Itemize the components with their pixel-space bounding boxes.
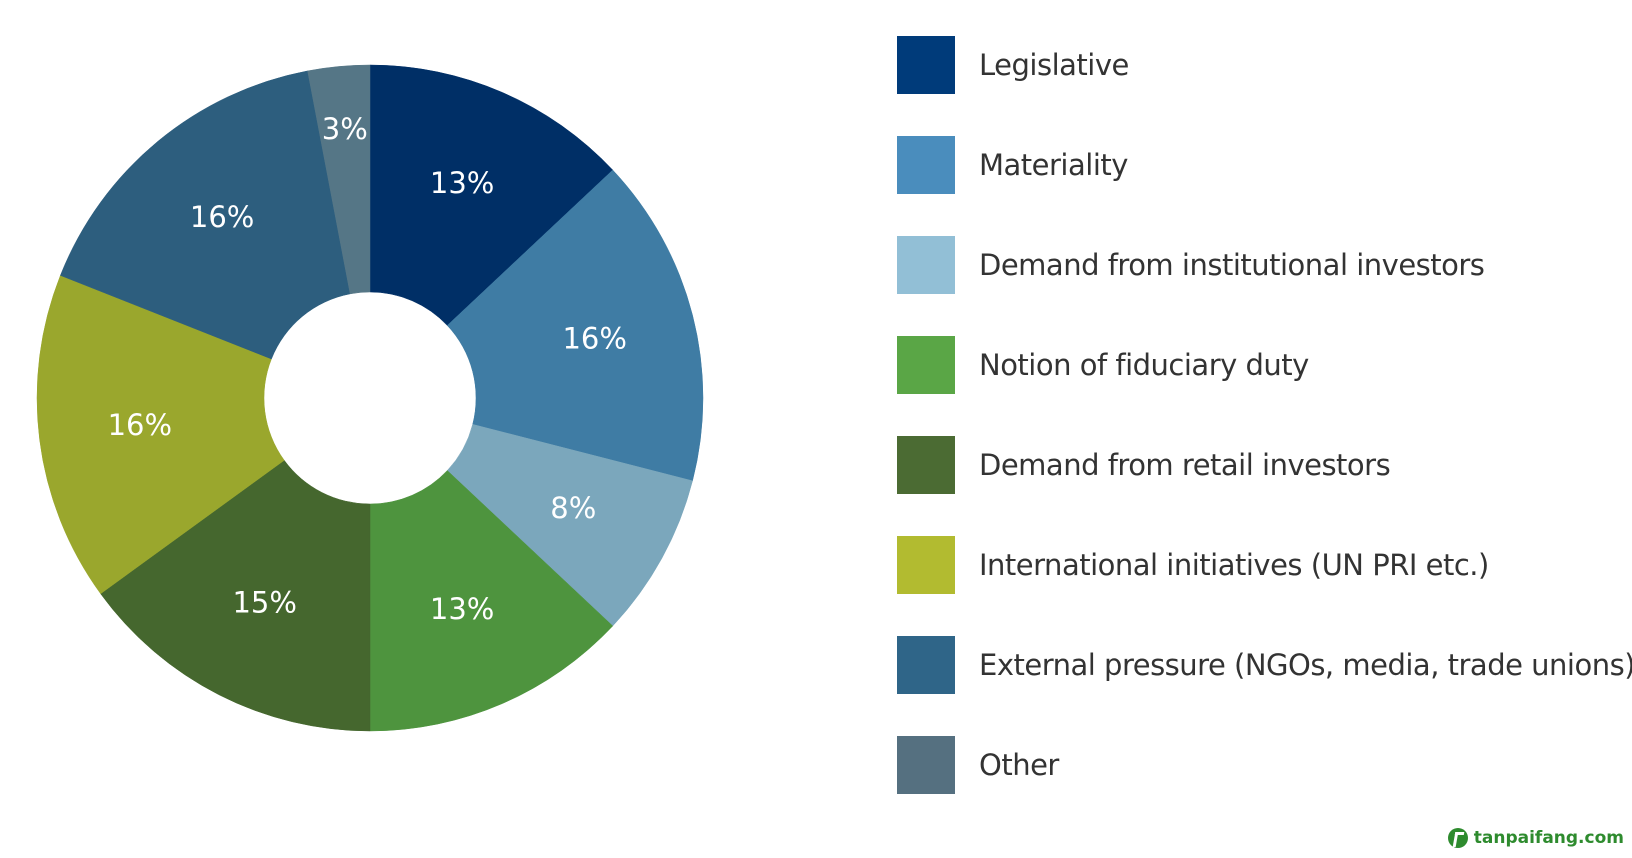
- legend-swatch: [897, 236, 955, 294]
- slice-label-1: 16%: [562, 321, 626, 355]
- slice-3: [369, 470, 614, 732]
- legend-swatch: [897, 36, 955, 94]
- legend-swatch: [897, 536, 955, 594]
- legend-label: Demand from institutional investors: [979, 248, 1485, 282]
- legend-item: International initiatives (UN PRI etc.): [897, 536, 1617, 594]
- slice-7: [307, 64, 371, 295]
- legend-item: Other: [897, 736, 1617, 794]
- legend-swatch: [897, 136, 955, 194]
- slice-2: [446, 424, 693, 627]
- legend-swatch: [897, 436, 955, 494]
- legend-item: Notion of fiduciary duty: [897, 336, 1617, 394]
- slice-4: [100, 459, 371, 732]
- donut-chart-svg: 13% 16% 8% 13% 15% 16% 16% 3%: [36, 64, 704, 732]
- slice-label-0: 13%: [430, 166, 494, 200]
- watermark: tanpaifang.com: [1447, 828, 1624, 848]
- slice-label-7: 3%: [322, 112, 368, 146]
- legend-label: Demand from retail investors: [979, 448, 1391, 482]
- slice-1: [446, 169, 704, 482]
- slice-label-2: 8%: [550, 491, 596, 525]
- legend-item: External pressure (NGOs, media, trade un…: [897, 636, 1632, 694]
- slice-label-3: 13%: [430, 592, 494, 626]
- slice-label-4: 15%: [232, 586, 296, 620]
- legend-swatch: [897, 736, 955, 794]
- legend-label: Legislative: [979, 48, 1129, 82]
- legend-item: Materiality: [897, 136, 1617, 194]
- legend-item: Demand from retail investors: [897, 436, 1617, 494]
- leaf-logo-icon: [1447, 828, 1468, 848]
- donut-chart: 13% 16% 8% 13% 15% 16% 16% 3%: [36, 64, 704, 732]
- legend-item: Demand from institutional investors: [897, 236, 1617, 294]
- slice-5: [36, 275, 285, 595]
- slice-0: [369, 64, 614, 326]
- legend-swatch: [897, 636, 955, 694]
- legend-label: Other: [979, 748, 1059, 782]
- watermark-text: tanpaifang.com: [1473, 828, 1624, 848]
- slice-label-6: 16%: [190, 200, 254, 234]
- legend-item: Legislative: [897, 36, 1617, 94]
- legend-label: External pressure (NGOs, media, trade un…: [979, 648, 1632, 682]
- legend-label: Notion of fiduciary duty: [979, 348, 1309, 382]
- legend-swatch: [897, 336, 955, 394]
- legend-label: International initiatives (UN PRI etc.): [979, 548, 1489, 582]
- slice-6: [60, 70, 351, 360]
- slice-label-5: 16%: [108, 408, 172, 442]
- legend-label: Materiality: [979, 148, 1128, 182]
